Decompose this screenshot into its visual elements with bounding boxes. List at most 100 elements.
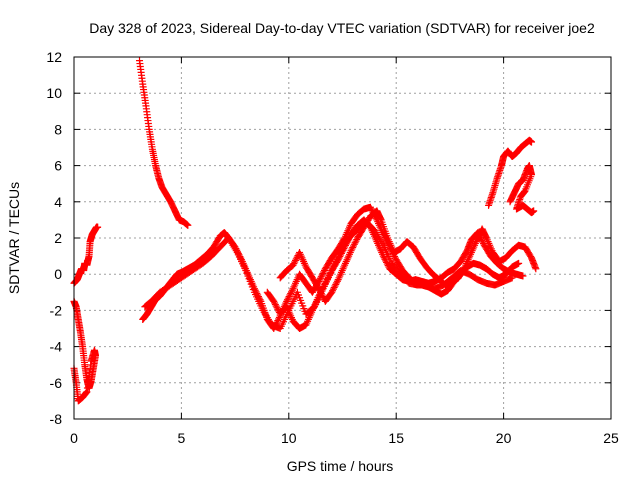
data-point [345, 234, 353, 242]
data-point [334, 256, 342, 264]
data-point [475, 230, 483, 238]
data-point [323, 276, 331, 284]
data-point [274, 305, 282, 313]
x-tick-label: 10 [281, 430, 297, 446]
data-point [348, 245, 356, 253]
data-point [479, 240, 487, 248]
data-point [317, 273, 325, 281]
data-point [474, 229, 482, 237]
data-point [293, 253, 301, 261]
data-point [330, 284, 338, 292]
grid [74, 57, 611, 419]
y-tick-label: 4 [54, 194, 62, 210]
data-point [351, 239, 359, 247]
data-point [321, 266, 329, 274]
y-tick-label: 0 [54, 266, 62, 282]
data-point [383, 260, 391, 268]
data-point [350, 240, 358, 248]
data-point [341, 241, 349, 249]
y-tick-label: -2 [50, 302, 63, 318]
data-point [292, 256, 300, 264]
series-arc-7 [263, 216, 527, 332]
y-axis-label: SDTVAR / TECUs [6, 182, 22, 294]
data-point [316, 274, 324, 282]
data-point [341, 243, 349, 251]
data-point [283, 296, 291, 304]
data-point [325, 271, 333, 279]
series-arc-3 [136, 57, 192, 229]
data-point [328, 288, 336, 296]
data-point [345, 235, 353, 243]
data-point [288, 286, 296, 294]
data-point [320, 268, 328, 276]
data-point [340, 245, 348, 253]
data-point [285, 293, 293, 301]
data-point [321, 281, 329, 289]
series-arc-2 [70, 223, 102, 287]
data-point [460, 264, 468, 272]
data-point [287, 288, 295, 296]
series-arc-9 [506, 162, 538, 217]
data-point [273, 304, 281, 312]
data-point [327, 268, 335, 276]
data-point [532, 265, 540, 273]
data-point [325, 273, 333, 281]
x-tick-labels: 0 5 10 15 20 25 [70, 430, 619, 446]
data-point [350, 242, 358, 250]
data-point [316, 290, 324, 298]
x-tick-label: 20 [496, 430, 512, 446]
y-tick-label: -8 [50, 411, 63, 427]
x-axis-label: GPS time / hours [287, 458, 394, 474]
data-point [329, 287, 337, 295]
data-point [349, 244, 357, 252]
data-point [519, 272, 527, 280]
data-point [352, 237, 360, 245]
data-point [382, 257, 390, 265]
data-point [314, 283, 322, 291]
data-point [291, 258, 299, 266]
data-point [320, 282, 328, 290]
data-points [70, 57, 540, 405]
y-tick-label: -6 [50, 375, 63, 391]
data-point [530, 207, 538, 215]
data-point [331, 282, 339, 290]
data-point [337, 249, 345, 257]
data-point [380, 254, 388, 262]
data-point [367, 205, 375, 213]
data-point [344, 237, 352, 245]
data-point [332, 280, 340, 288]
data-point [270, 297, 278, 305]
data-point [319, 270, 327, 278]
x-tick-label: 0 [70, 430, 78, 446]
data-point [274, 317, 282, 325]
data-point [343, 238, 351, 246]
data-point [342, 240, 350, 248]
x-tick-label: 25 [603, 430, 619, 446]
data-point [292, 255, 300, 263]
data-point [478, 236, 486, 244]
data-point [475, 232, 483, 240]
y-tick-label: 8 [54, 121, 62, 137]
data-point [329, 285, 337, 293]
data-point [184, 221, 192, 229]
data-point [479, 238, 487, 246]
y-tick-label: 2 [54, 230, 62, 246]
series-arc-8 [485, 136, 536, 209]
x-tick-label: 5 [178, 430, 186, 446]
data-point [379, 252, 387, 260]
data-point [383, 258, 391, 266]
data-point [477, 235, 485, 243]
data-point [272, 302, 280, 310]
data-point [271, 301, 279, 309]
y-tick-label: -4 [50, 339, 63, 355]
data-point [338, 248, 346, 256]
plot-frame [73, 56, 612, 420]
data-point [284, 294, 292, 302]
data-point [333, 279, 341, 287]
chart-title: Day 328 of 2023, Sidereal Day-to-day VTE… [89, 20, 595, 36]
data-point [318, 271, 326, 279]
data-point [271, 299, 279, 307]
data-point [94, 223, 102, 231]
data-point [290, 260, 298, 268]
y-tick-label: 10 [46, 85, 62, 101]
